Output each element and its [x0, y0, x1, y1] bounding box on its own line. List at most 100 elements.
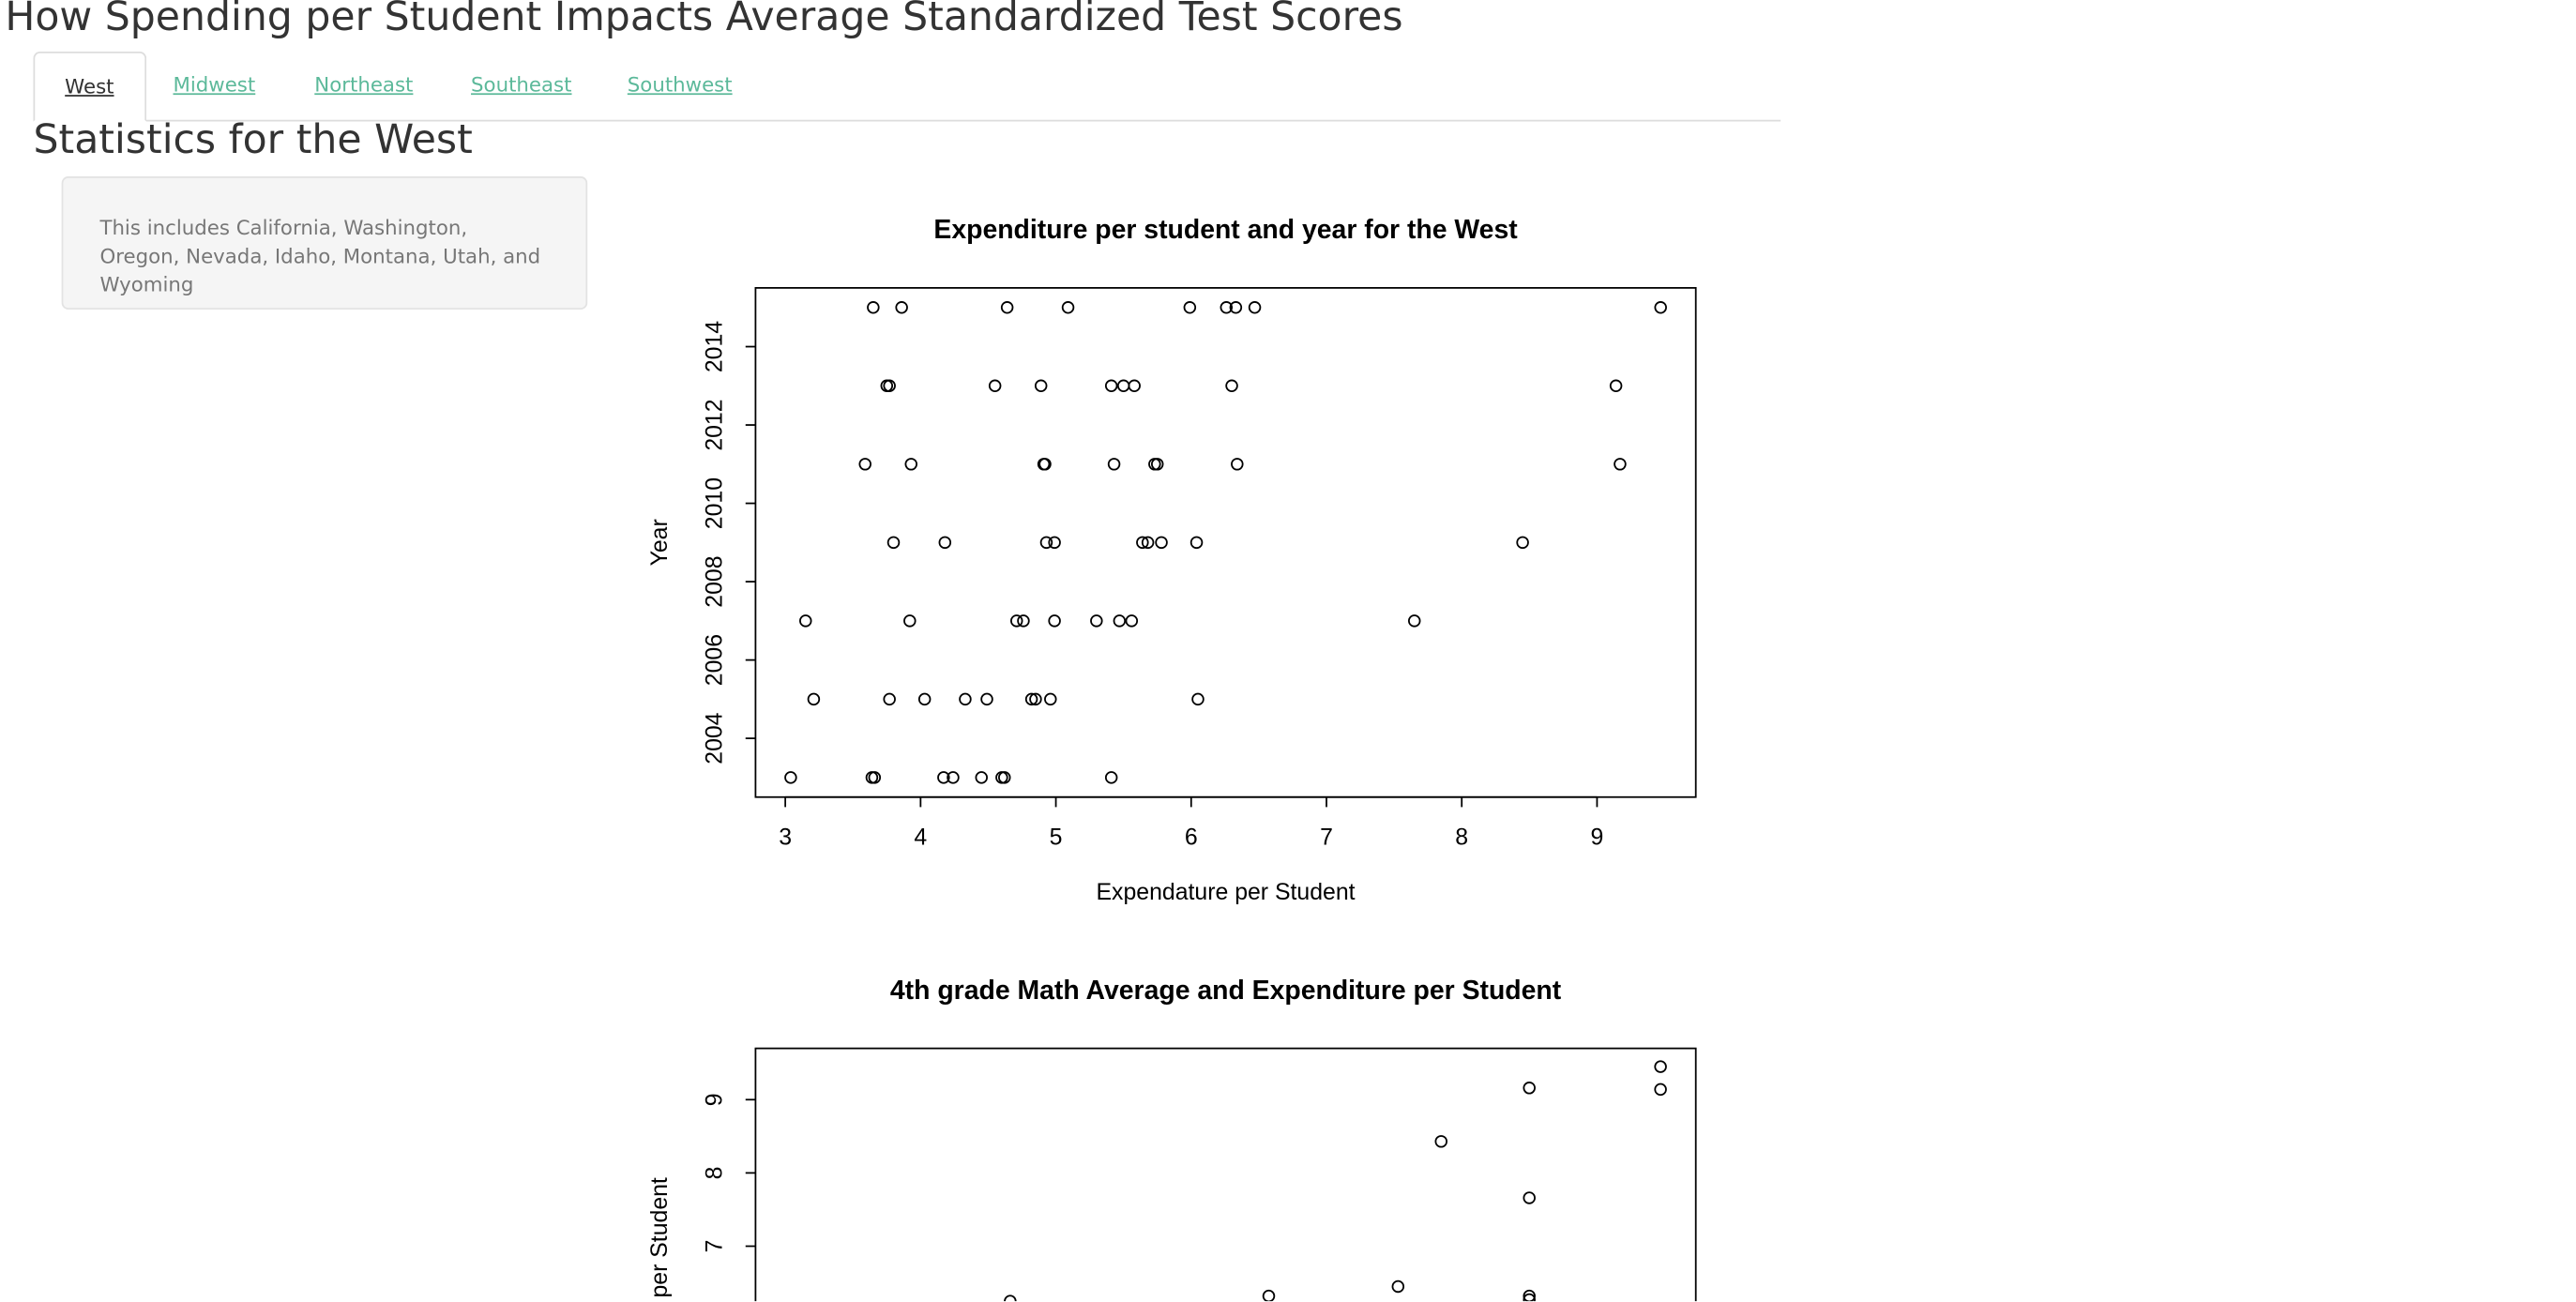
point — [1009, 614, 1023, 628]
point — [1136, 536, 1149, 550]
point — [1038, 458, 1052, 471]
point — [904, 458, 917, 471]
point — [807, 692, 821, 706]
tab[interactable]: West — [33, 51, 146, 122]
y-tick-label: 9 — [702, 1093, 727, 1106]
point — [988, 379, 1002, 393]
y-tick-label: 2014 — [702, 321, 727, 372]
point — [1523, 1289, 1536, 1302]
point — [938, 536, 952, 550]
point — [1048, 536, 1061, 550]
point — [1128, 379, 1141, 393]
x-tick-label: 4 — [914, 825, 927, 851]
point — [1183, 301, 1197, 314]
point — [1391, 1279, 1405, 1294]
point — [1104, 771, 1118, 784]
tab[interactable]: Southwest — [627, 73, 733, 97]
point — [1004, 1294, 1017, 1302]
x-tick-label: 6 — [1185, 825, 1198, 851]
y-axis-label: Expenditure per Student — [647, 1177, 673, 1301]
y-tick-label: 2012 — [702, 399, 727, 450]
tab[interactable]: Midwest — [173, 73, 256, 97]
plot-frame — [754, 1047, 1697, 1302]
description: This includes California, Washington, Or… — [99, 216, 541, 296]
point — [1523, 1082, 1536, 1095]
point — [1000, 301, 1014, 314]
tab[interactable]: Southeast — [471, 73, 572, 97]
point — [1225, 379, 1238, 393]
point — [799, 614, 812, 628]
y-tick-label: 2006 — [702, 634, 727, 686]
point — [1024, 692, 1038, 706]
point — [1229, 301, 1243, 314]
y-tick-label: 2008 — [702, 555, 727, 607]
point — [1104, 379, 1118, 393]
point — [858, 458, 871, 471]
point — [867, 301, 880, 314]
point — [1407, 614, 1421, 628]
point — [868, 771, 882, 784]
x-tick-label: 5 — [1050, 825, 1063, 851]
point — [975, 771, 988, 784]
point — [1248, 301, 1262, 314]
y-tick-label: 2010 — [702, 477, 727, 529]
point — [1262, 1289, 1276, 1302]
x-tick-label: 8 — [1455, 825, 1468, 851]
plot-frame — [754, 287, 1697, 798]
point — [1090, 614, 1103, 628]
point — [1150, 458, 1164, 471]
point — [1523, 1191, 1536, 1204]
point — [1141, 536, 1155, 550]
point — [947, 771, 960, 784]
point — [1113, 614, 1127, 628]
point — [903, 614, 917, 628]
point — [886, 536, 901, 550]
point — [1125, 614, 1139, 628]
description-panel: This includes California, Washington, Or… — [61, 176, 588, 310]
point — [1609, 379, 1623, 393]
point — [998, 771, 1011, 784]
y-tick-label: 8 — [702, 1166, 727, 1179]
point — [1039, 536, 1053, 550]
point — [784, 771, 797, 784]
point — [883, 379, 896, 393]
point — [1048, 614, 1061, 628]
point — [1654, 1060, 1667, 1073]
point — [1231, 458, 1244, 471]
y-tick-label: 7 — [702, 1240, 727, 1253]
x-tick-label: 3 — [779, 825, 792, 851]
y-tick-label: 2004 — [702, 712, 727, 764]
point — [1029, 692, 1042, 706]
section-title: Statistics for the West — [33, 116, 473, 163]
point — [1116, 379, 1130, 393]
point — [1191, 692, 1205, 706]
point — [1614, 458, 1627, 471]
point — [1017, 614, 1030, 628]
point — [1654, 1082, 1667, 1097]
point — [1434, 1135, 1447, 1148]
point — [1155, 536, 1168, 550]
page-title: How Spending per Student Impacts Average… — [5, 0, 1403, 40]
chart-title: 4th grade Math Average and Expenditure p… — [890, 976, 1562, 1006]
y-axis-label: Year — [647, 519, 673, 566]
x-axis-label: Expendature per Student — [1097, 880, 1356, 905]
point — [1107, 458, 1121, 471]
x-tick-label: 7 — [1320, 825, 1333, 851]
point — [1061, 301, 1075, 314]
point — [980, 692, 993, 706]
point — [895, 301, 908, 314]
point — [937, 771, 950, 784]
point — [1516, 536, 1529, 550]
point — [959, 692, 972, 706]
x-tick-label: 9 — [1591, 825, 1604, 851]
tab-divider — [33, 119, 1781, 122]
point — [1044, 692, 1057, 706]
point — [1190, 536, 1204, 550]
tab[interactable]: Northeast — [314, 73, 414, 97]
point — [917, 692, 932, 706]
point — [1654, 301, 1667, 314]
chart-title: Expenditure per student and year for the… — [933, 215, 1518, 245]
